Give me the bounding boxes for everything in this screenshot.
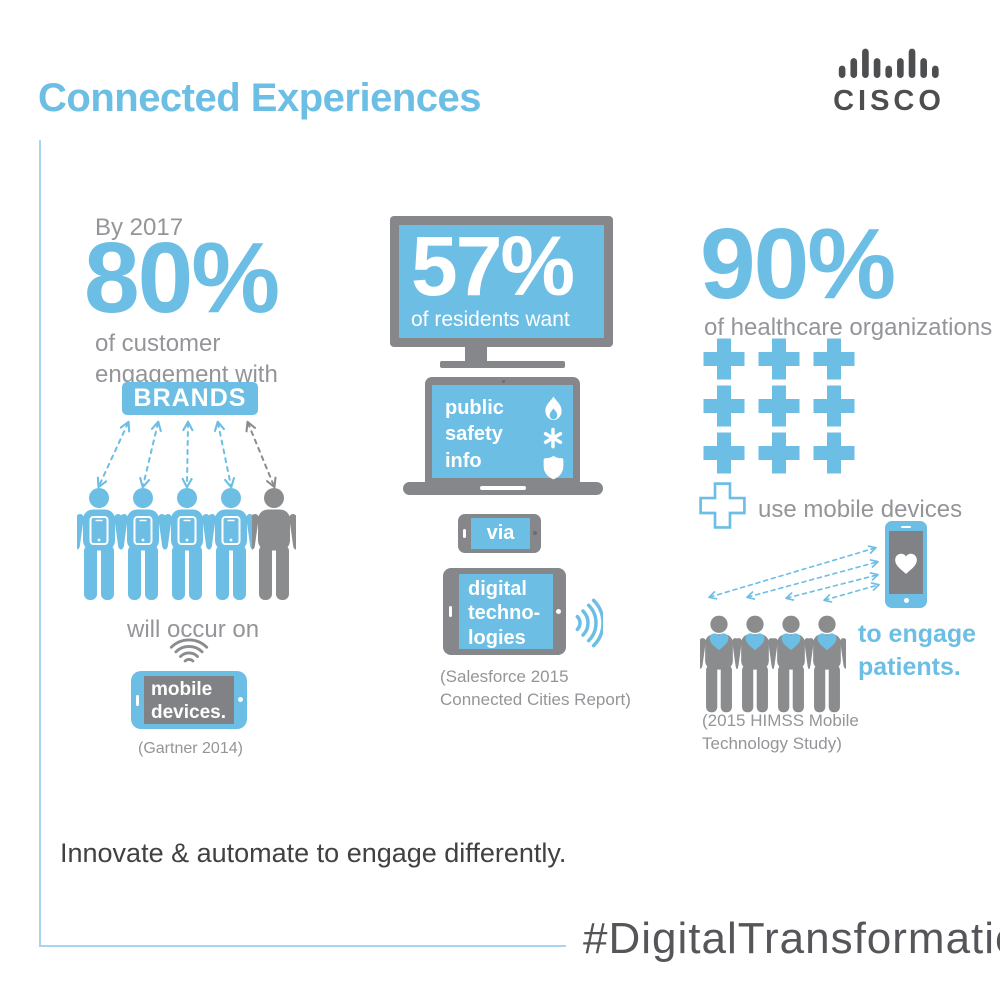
medical-cross-icon [812, 384, 856, 428]
mobile-devices-label: mobile devices. [151, 679, 226, 724]
lead-in-by-2017: By 2017 [95, 214, 184, 241]
cisco-wordmark: CISCO [833, 85, 945, 117]
laptop-screen: public safety info [425, 377, 580, 483]
person-with-phone-icon [209, 488, 253, 600]
cisco-bridge-icon [838, 48, 939, 78]
hashtag: #DigitalTransformation [583, 914, 1000, 963]
patient-with-heart-icon [700, 604, 738, 724]
patient-with-heart-icon [736, 604, 774, 724]
medical-cross-icon [812, 431, 856, 475]
phone-speaker [901, 526, 911, 528]
medical-cross-outline-icon [699, 482, 746, 529]
patient-with-heart-icon [772, 604, 810, 724]
phone-screen [889, 531, 923, 594]
person-with-phone-icon [77, 488, 121, 600]
source-salesforce: (Salesforce 2015 Connected Cities Report… [440, 667, 631, 709]
phone-home-button [904, 598, 909, 603]
laptop-display: public safety info [432, 385, 573, 478]
stat-80-percent: 80% [84, 222, 280, 334]
stat-57-description: of residents want [411, 307, 570, 331]
public-safety-info-label: public safety info [445, 397, 504, 472]
medical-cross-icon [702, 431, 746, 475]
patients-to-phone-arrows-icon [708, 545, 880, 603]
phone-button [533, 531, 537, 535]
via-label: via [471, 518, 530, 549]
to-engage-patients-label: to engage patients. [858, 620, 977, 681]
brands-to-people-arrows-icon [96, 420, 277, 489]
medical-cross-icon [702, 337, 746, 381]
person-with-phone-icon [121, 488, 165, 600]
medical-cross-icon [757, 384, 801, 428]
tablet-speaker [449, 606, 452, 617]
laptop-notch [480, 486, 526, 490]
flame-icon [543, 396, 564, 421]
medical-asterisk-icon [542, 427, 564, 449]
phone-speaker [136, 695, 139, 706]
health-phone [885, 521, 927, 608]
cisco-logo: CISCO [830, 42, 948, 118]
signal-waves-icon [575, 598, 603, 648]
phone-button [238, 697, 243, 702]
tablet-button [556, 609, 561, 614]
digital-technologies-tablet: digital techno- logies [443, 568, 566, 655]
stat-90-percent: 90% [700, 208, 896, 320]
medical-cross-icon [757, 337, 801, 381]
tablet-screen: digital techno- logies [459, 574, 553, 649]
will-occur-on-label: will occur on [127, 616, 260, 643]
patient-with-heart-icon [808, 604, 846, 724]
left-rule [39, 140, 41, 947]
tagline: Innovate & automate to engage differentl… [60, 838, 567, 868]
phone-screen: mobile devices. [144, 676, 234, 724]
bottom-rule [39, 945, 566, 947]
medical-cross-icon [702, 384, 746, 428]
tv-screen: 57% of residents want [399, 219, 604, 338]
digital-technologies-label: digital techno- logies [468, 578, 541, 649]
mobile-devices-phone: mobile devices. [131, 671, 247, 729]
brands-banner: BRANDS [122, 382, 258, 415]
medical-cross-icon [757, 431, 801, 475]
stat-90-description: of healthcare organizations [704, 314, 993, 341]
person-icon [252, 488, 296, 600]
tv-monitor: 57% of residents want [390, 216, 613, 347]
source-gartner: (Gartner 2014) [138, 740, 243, 757]
use-mobile-devices-label: use mobile devices [758, 496, 963, 523]
via-phone: via [458, 514, 541, 553]
heart-icon [893, 551, 919, 575]
laptop-camera-dot [501, 380, 505, 383]
stat-57-percent: 57% [411, 219, 575, 313]
tv-stand-base [440, 361, 565, 368]
safety-icons [542, 396, 564, 480]
laptop-base [403, 482, 603, 495]
page-title: Connected Experiences [38, 76, 482, 120]
source-himss: (2015 HIMSS Mobile Technology Study) [702, 711, 859, 753]
person-with-phone-icon [165, 488, 209, 600]
medical-cross-icon [812, 337, 856, 381]
tv-stand-neck [465, 347, 487, 361]
police-badge-icon [543, 455, 564, 480]
wifi-icon [169, 638, 209, 663]
phone-speaker [463, 529, 466, 538]
